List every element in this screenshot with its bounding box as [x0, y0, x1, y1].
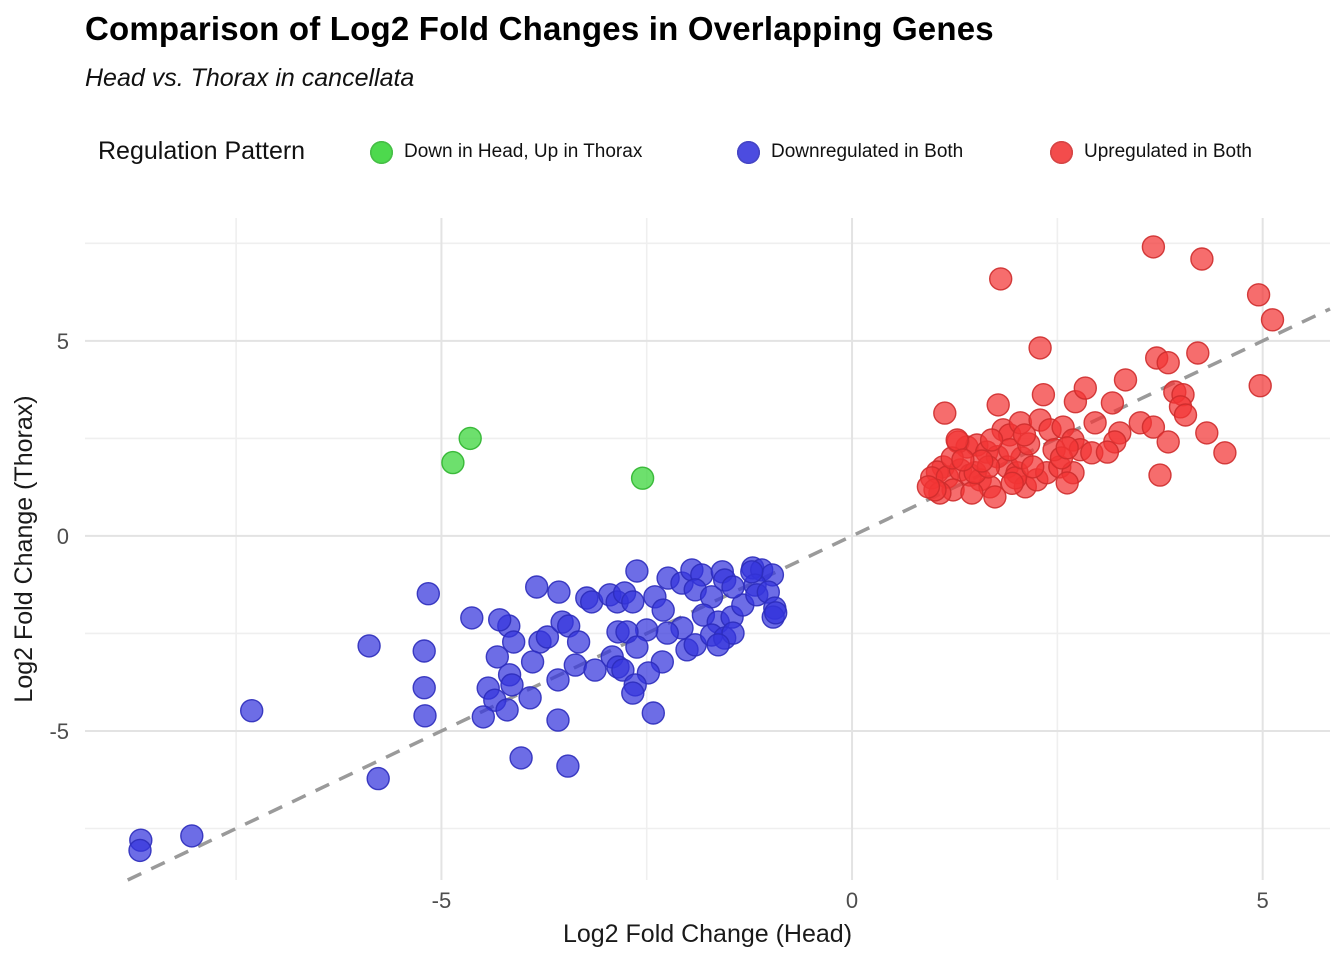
- data-point-series-2: [989, 267, 1013, 291]
- data-point-series-1: [416, 582, 440, 606]
- data-point-series-2: [1095, 440, 1120, 464]
- data-point-series-1: [412, 676, 436, 700]
- data-point-series-2: [1260, 308, 1285, 332]
- data-point-series-1: [518, 686, 542, 710]
- y-tick-label: 0: [57, 524, 69, 549]
- data-point-series-2: [986, 393, 1010, 417]
- data-point-series-1: [764, 601, 788, 625]
- data-point-series-2: [1020, 455, 1045, 479]
- legend-label: Downregulated in Both: [771, 141, 964, 162]
- data-point-series-2: [1186, 341, 1210, 365]
- data-point-series-1: [488, 608, 512, 632]
- data-point-series-1: [625, 559, 649, 583]
- data-point-series-1: [641, 701, 665, 725]
- data-point-series-2: [1141, 235, 1166, 259]
- data-point-series-1: [525, 575, 549, 599]
- data-point-series-2: [979, 428, 1004, 452]
- legend-dot-blue-icon: [737, 141, 760, 164]
- y-axis-title: Log2 Fold Change (Thorax): [10, 395, 38, 702]
- data-point-series-2: [1141, 415, 1166, 439]
- data-point-series-1: [547, 580, 571, 604]
- data-point-series-2: [1100, 391, 1125, 415]
- data-point-series-1: [520, 650, 545, 674]
- data-point-series-2: [1248, 374, 1272, 398]
- data-point-series-2: [1073, 376, 1098, 400]
- data-point-series-1: [721, 575, 745, 599]
- data-point-series-2: [1156, 430, 1180, 454]
- legend-dot-red-icon: [1050, 141, 1073, 164]
- data-point-series-1: [625, 635, 649, 659]
- data-point-series-2: [1156, 351, 1180, 375]
- data-point-series-2: [1000, 471, 1024, 495]
- legend-title: Regulation Pattern: [98, 137, 306, 165]
- data-point-series-1: [509, 746, 533, 770]
- data-point-series-0: [630, 466, 655, 490]
- data-point-series-2: [1173, 403, 1198, 427]
- data-point-series-1: [535, 625, 560, 649]
- data-point-series-1: [740, 560, 764, 584]
- y-tick-label: -5: [49, 719, 69, 744]
- data-point-series-2: [916, 475, 941, 499]
- data-point-series-1: [655, 621, 679, 645]
- data-point-series-2: [933, 401, 957, 425]
- legend-label: Upregulated in Both: [1084, 141, 1252, 162]
- legend-dot-green-icon: [370, 141, 393, 164]
- data-point-series-2: [1028, 336, 1052, 360]
- data-point-series-1: [412, 639, 436, 663]
- chart-subtitle: Head vs. Thorax in cancellata: [85, 64, 415, 92]
- chart-title: Comparison of Log2 Fold Changes in Overl…: [85, 10, 994, 47]
- x-axis-title: Log2 Fold Change (Head): [563, 920, 852, 948]
- data-point-series-1: [471, 705, 495, 729]
- data-point-series-1: [502, 630, 526, 654]
- data-point-series-2: [1195, 421, 1219, 445]
- data-point-series-0: [441, 450, 465, 475]
- data-point-series-1: [651, 598, 675, 622]
- x-tick-label: 0: [846, 888, 858, 913]
- x-tick-label: -5: [432, 888, 452, 913]
- data-point-series-1: [621, 681, 645, 705]
- data-point-series-1: [413, 704, 437, 728]
- data-point-series-2: [960, 481, 984, 505]
- data-point-series-1: [546, 668, 570, 692]
- data-point-series-2: [1055, 436, 1079, 460]
- data-point-series-1: [583, 658, 607, 682]
- identity-reference-line: [126, 307, 1331, 882]
- data-point-series-2: [945, 428, 969, 452]
- data-point-series-2: [1213, 441, 1237, 465]
- data-point-series-1: [128, 838, 152, 863]
- data-point-series-1: [460, 606, 484, 630]
- data-point-series-1: [546, 708, 570, 732]
- data-point-series-1: [357, 634, 381, 658]
- data-point-series-2: [1148, 463, 1172, 487]
- data-point-series-1: [366, 766, 390, 791]
- data-point-series-2: [1031, 383, 1056, 407]
- data-point-series-2: [983, 485, 1007, 509]
- data-point-series-0: [458, 426, 482, 451]
- data-point-series-1: [495, 698, 519, 722]
- data-point-series-2: [1083, 411, 1107, 435]
- data-point-series-1: [556, 754, 580, 778]
- data-point-series-1: [180, 824, 204, 848]
- legend: Regulation Pattern Down in Head, Up in T…: [0, 128, 1344, 178]
- data-point-series-1: [566, 630, 591, 654]
- data-point-series-1: [239, 699, 264, 723]
- data-point-series-1: [485, 645, 509, 669]
- data-point-series-2: [1246, 283, 1271, 307]
- legend-label: Down in Head, Up in Thorax: [404, 141, 643, 162]
- data-point-series-2: [1012, 423, 1037, 447]
- data-point-series-1: [706, 633, 730, 657]
- data-point-series-2: [1113, 368, 1138, 392]
- data-point-series-2: [951, 448, 975, 472]
- data-point-series-1: [500, 673, 524, 697]
- data-point-series-1: [621, 590, 645, 614]
- data-point-series-2: [1055, 471, 1079, 495]
- data-point-series-2: [1190, 247, 1214, 271]
- data-point-series-1: [563, 653, 587, 677]
- y-tick-label: 5: [57, 329, 69, 354]
- x-tick-label: 5: [1257, 888, 1269, 913]
